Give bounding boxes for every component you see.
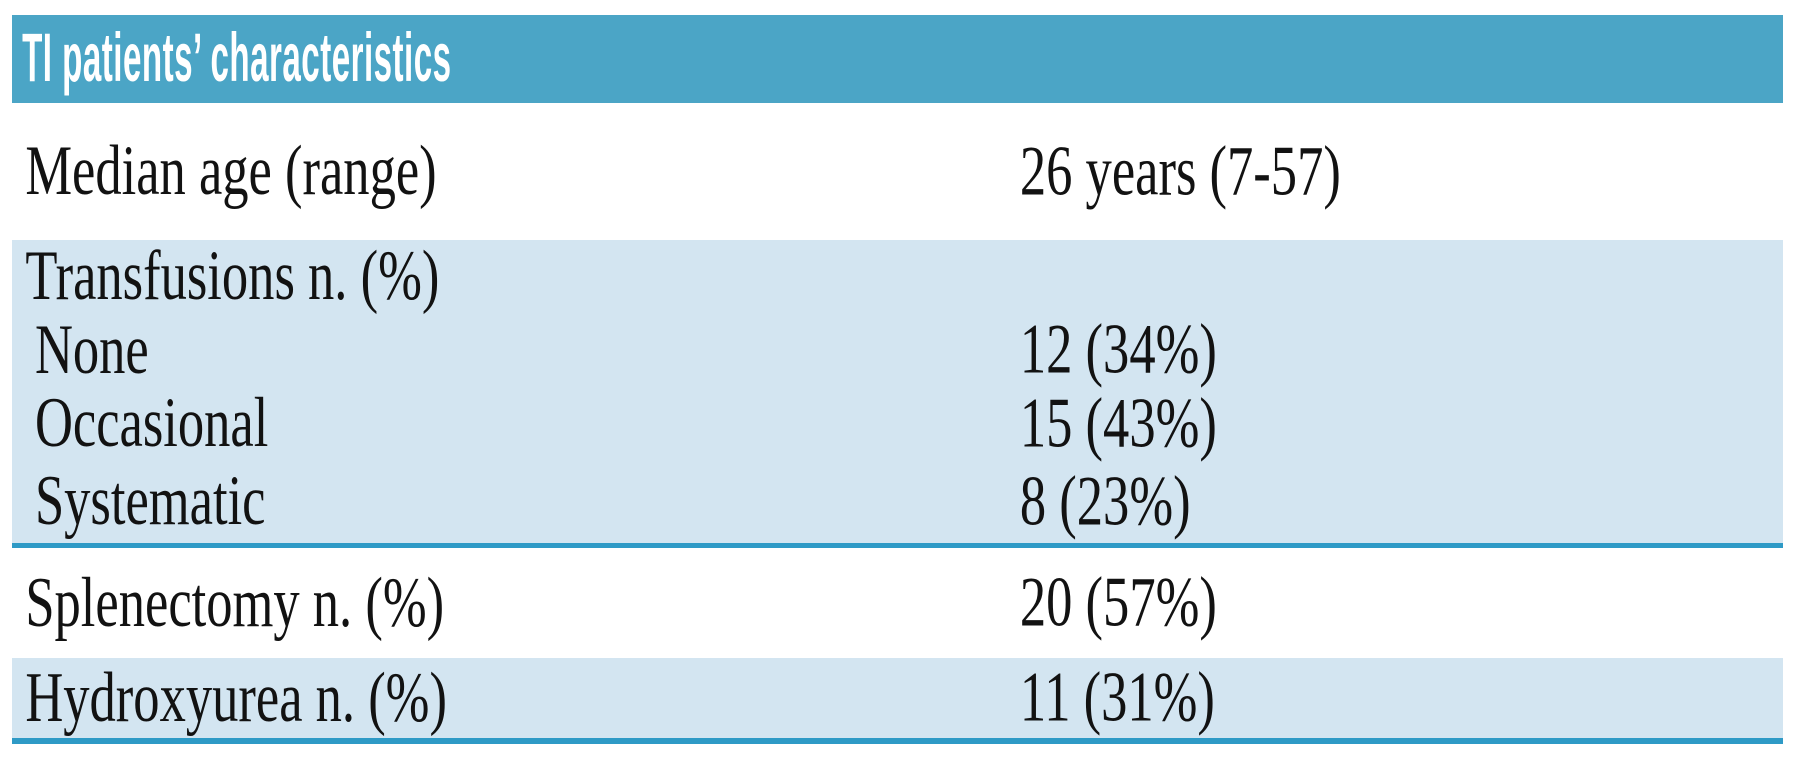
ti-patients-characteristics-table: TI patients’ characteristics Median age …: [12, 15, 1783, 744]
row-label: Splenectomy n. (%): [25, 563, 445, 642]
row-label: Hydroxyurea n. (%): [25, 658, 447, 737]
bottom-rule: [12, 738, 1783, 744]
row-label: Median age (range): [25, 132, 437, 210]
table-row-splenectomy: Splenectomy n. (%) 20 (57%): [12, 548, 1783, 658]
transfusions-group: Transfusions n. (%) None 12 (34%) Occasi…: [12, 240, 1783, 543]
row-label: Systematic: [34, 462, 266, 540]
separator-rule: [12, 543, 1783, 548]
table-row-systematic: Systematic 8 (23%): [12, 460, 1783, 543]
row-value: 12 (34%): [1019, 310, 1217, 389]
row-label: None: [34, 310, 149, 389]
table-row-occasional: Occasional 15 (43%): [12, 387, 1783, 460]
row-value: 26 years (7-57): [1019, 132, 1341, 210]
table-title-bar: TI patients’ characteristics: [12, 15, 1783, 103]
table-row-hydroxyurea: Hydroxyurea n. (%) 11 (31%): [12, 658, 1783, 738]
table-row-transfusions: Transfusions n. (%): [12, 240, 1783, 313]
table-title: TI patients’ characteristics: [22, 19, 452, 96]
row-label: Occasional: [34, 384, 269, 462]
row-value: 11 (31%): [1019, 658, 1215, 737]
row-value: 20 (57%): [1019, 563, 1217, 642]
table-row-none: None 12 (34%): [12, 313, 1783, 387]
row-value: 8 (23%): [1019, 462, 1191, 540]
table-row-median-age: Median age (range) 26 years (7-57): [12, 103, 1783, 240]
row-label: Transfusions n. (%): [25, 237, 440, 315]
row-value: 15 (43%): [1019, 384, 1217, 462]
